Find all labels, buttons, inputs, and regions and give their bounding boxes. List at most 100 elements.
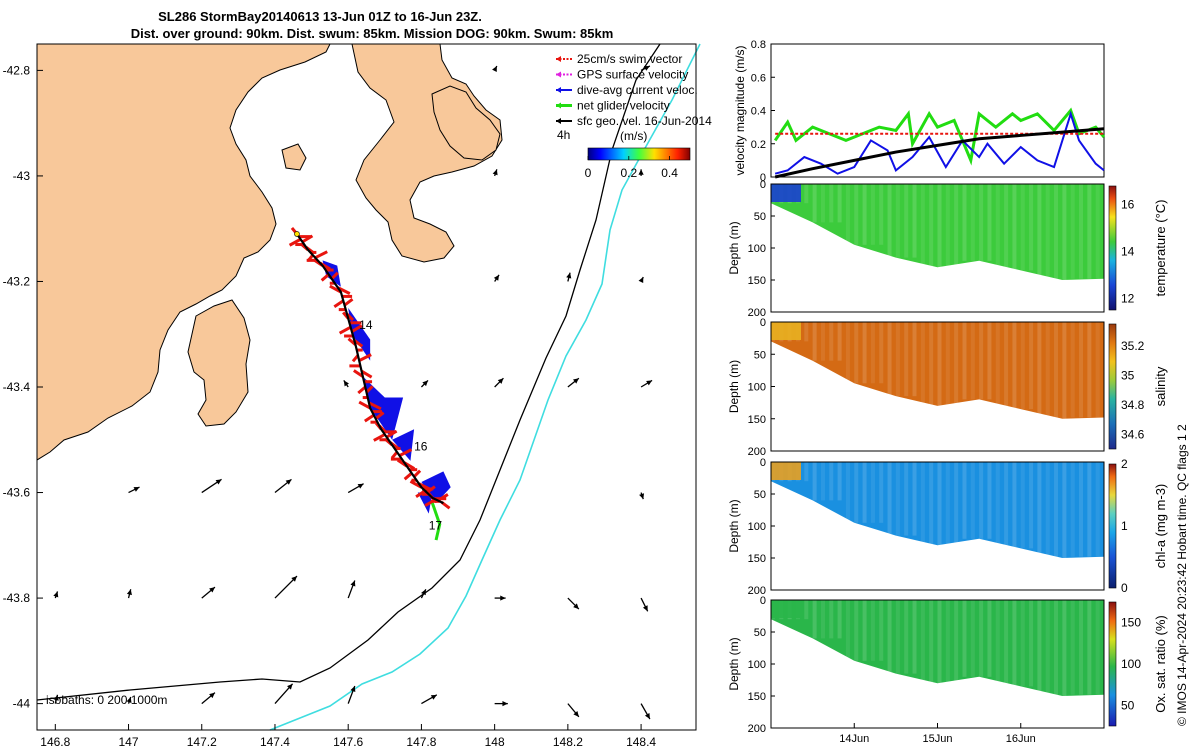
depth-section-streak [1012,600,1017,687]
lon-tick-label: 147.4 [260,735,290,749]
depth-section-streak [837,184,842,223]
depth-section-streak [912,184,917,258]
lat-tick-label: -42.8 [3,63,31,77]
current-arrow-head [421,589,426,596]
swim-vector [363,413,375,423]
depth-section-streak [895,600,900,674]
day-labels: 14 16 17 [359,318,442,533]
depth-ytick-label: 200 [748,723,766,735]
depth-section-streak [887,184,892,258]
lon-tick-label: 148 [485,735,505,749]
depth-section-streak [962,322,967,400]
lon-tick-label: 148.4 [626,735,656,749]
swim-vector [301,234,314,244]
depth-section-streak [979,600,984,677]
depth-section-streak [820,462,825,501]
depth-section-streak [995,184,1000,271]
day-label-14: 14 [359,318,373,332]
depth-section-streak [1020,462,1025,549]
depth-section-streak [1004,322,1009,410]
depth-section-streak [1020,600,1025,687]
depth-section-streak [1070,184,1075,279]
velocity-panel: 0 0.2 0.4 0.6 0.8 velocity magnitude (m/s) [733,39,1106,184]
swim-vector [368,401,382,411]
surface-patch [771,322,801,340]
lon-tick-label: 146.8 [40,735,70,749]
current-arrow-head [497,378,504,384]
depth-section-streak [1012,184,1017,271]
depth-section-streak [854,600,859,661]
swim-vector [374,411,385,420]
depth-section-streak [895,184,900,258]
velocity-series-line [774,110,1105,175]
current-arrow-head [639,493,645,500]
current-arrow-head [643,65,650,71]
current-arrow-head [357,483,364,489]
glider-track-line [296,233,444,505]
dive-avg-current-wedge [392,429,415,461]
swim-vector [343,298,354,307]
colorbar-label: temperature (°C) [1153,200,1168,297]
depth-ytick-label: 100 [748,382,766,394]
depth-section-streak [845,322,850,384]
swim-vector [351,324,363,333]
depth-section-streak [1087,322,1092,418]
colorbar-tick-label: 0.2 [620,166,637,180]
depth-section-streak [1045,600,1050,696]
depth-colorbar [1108,463,1117,589]
depth-section-streak [979,184,984,261]
legend-swatch-head [556,71,561,78]
depth-colorbar [1108,601,1117,727]
depth-section-streak [1029,462,1034,549]
colorbar-label: salinity [1153,366,1168,406]
lon-tick-label: 147.6 [333,735,363,749]
swim-vector [288,237,302,247]
time-tick-label: 14Jun [839,733,869,745]
lon-tick-label: 148.2 [553,735,583,749]
time-axis: 14Jun 15Jun 16Jun [839,723,1036,745]
depth-section-streak [812,600,817,639]
swim-vector [358,400,371,410]
current-arrow-head [350,686,356,692]
depth-section-streak [1062,600,1067,696]
depth-section-streak [837,600,842,639]
depth-ylabel: Depth (m) [727,637,741,690]
colorbar-tick-label: 0 [1121,581,1128,595]
map-ticks: 146.8 147 147.2 147.4 147.6 147.8 148 148.2 148.… [3,63,657,749]
depth-section-streak [1079,462,1084,557]
current-arrow-head [492,65,497,72]
velocity-ytick-label: 0.8 [751,39,766,51]
colorbar-tick-label: 12 [1121,291,1135,305]
map-legend: 25cm/s swim vector GPS surface velocitydi… [556,52,712,128]
depth-section-streak [1037,184,1042,280]
depth-ytick-label: 150 [748,414,766,426]
velocity-series-line [773,107,1106,166]
net-glider-tail [430,502,442,541]
depth-section-streak [1020,322,1025,410]
colorbar-tick-label: 100 [1121,657,1141,671]
depth-section-streak [904,184,909,258]
legend-swatch-head [556,56,561,62]
depth-section-streak [820,600,825,639]
speed-colorbar: 4h (m/s) 0 0.2 0.4 [557,128,691,180]
depth-section-streak [854,322,859,384]
legend-swatch-head [556,87,561,93]
colorbar-tick-label: 150 [1121,616,1141,630]
current-arrow-head [500,595,506,601]
depth-section-streak [862,462,867,523]
current-arrow-head [492,169,498,176]
depth-ytick-label: 150 [748,553,766,565]
depth-ytick-label: 100 [748,521,766,533]
depth-section-fill [771,184,1104,280]
depth-section-streak [979,322,984,400]
depth-section-streak [962,462,967,539]
depth-section-streak [804,322,809,342]
current-arrow-head [53,694,59,701]
depth-section-streak [1054,322,1059,419]
depth-section-streak [862,600,867,661]
depth-section-streak [1095,600,1100,695]
depth-section-streak [854,184,859,245]
depth-section-streak [804,462,809,482]
current-arrow-head [638,169,644,175]
